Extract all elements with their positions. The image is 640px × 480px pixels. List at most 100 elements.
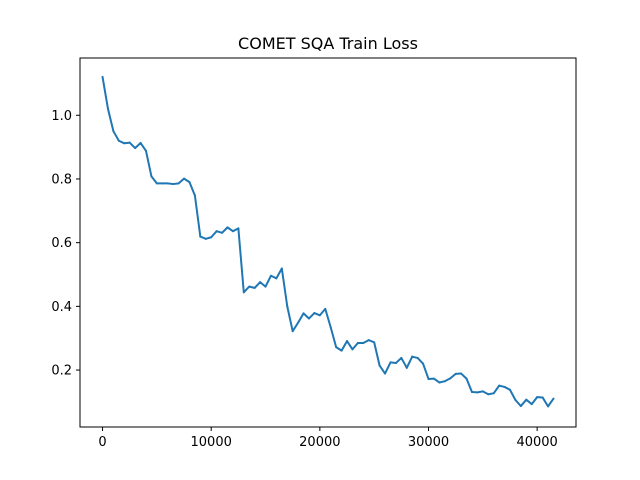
data-point	[503, 385, 506, 388]
data-point	[525, 398, 528, 401]
chart-title: COMET SQA Train Loss	[238, 34, 418, 53]
x-tick-label: 10000	[191, 435, 232, 450]
data-point	[541, 396, 544, 399]
data-point	[123, 142, 126, 145]
data-point	[269, 274, 272, 277]
data-point	[340, 349, 343, 352]
x-tick-label: 20000	[299, 435, 340, 450]
y-tick-label: 0.2	[51, 364, 72, 379]
data-point	[422, 362, 425, 365]
data-point	[394, 362, 397, 365]
data-point	[492, 392, 495, 395]
data-point	[346, 340, 349, 343]
data-point	[400, 356, 403, 359]
data-point	[106, 107, 109, 110]
y-tick-label: 0.6	[51, 236, 72, 251]
data-point	[297, 321, 300, 324]
data-point	[324, 307, 327, 310]
data-point	[547, 405, 550, 408]
data-point	[183, 177, 186, 180]
data-point	[454, 372, 457, 375]
data-point	[416, 356, 419, 359]
data-point	[253, 286, 256, 289]
data-point	[150, 175, 153, 178]
data-point	[145, 149, 148, 152]
data-point	[280, 267, 283, 270]
data-point	[275, 277, 278, 280]
data-point	[443, 380, 446, 383]
x-tick-label: 40000	[516, 435, 557, 450]
data-point	[536, 396, 539, 399]
data-point	[552, 397, 555, 400]
data-point	[161, 182, 164, 185]
data-point	[117, 139, 120, 142]
data-point	[432, 377, 435, 380]
data-point	[221, 231, 224, 234]
data-point	[177, 182, 180, 185]
data-point	[286, 305, 289, 308]
data-point	[302, 312, 305, 315]
x-axis: 0 10000 20000 30000 40000	[98, 427, 558, 450]
data-point	[367, 339, 370, 342]
data-point	[438, 381, 441, 384]
data-point	[172, 183, 175, 186]
data-point	[313, 312, 316, 315]
data-point	[378, 364, 381, 367]
data-point	[155, 182, 158, 185]
y-axis: 0.2 0.4 0.6 0.8 1.0	[51, 109, 80, 379]
data-point	[210, 236, 213, 239]
y-tick-label: 0.4	[51, 300, 72, 315]
data-point	[351, 348, 354, 351]
data-point	[134, 147, 137, 150]
y-tick-label: 1.0	[51, 109, 72, 124]
data-point	[465, 377, 468, 380]
data-point	[112, 130, 115, 133]
data-point	[193, 194, 196, 197]
data-point	[307, 317, 310, 320]
data-point	[411, 355, 414, 358]
data-point	[242, 291, 245, 294]
data-point	[318, 314, 321, 317]
data-point	[248, 285, 251, 288]
data-point	[101, 76, 104, 79]
data-point	[215, 230, 218, 233]
data-point	[128, 141, 131, 144]
data-point	[476, 391, 479, 394]
data-point	[449, 377, 452, 380]
data-point	[498, 384, 501, 387]
data-point	[514, 398, 517, 401]
data-point	[362, 341, 365, 344]
data-point	[231, 230, 234, 233]
data-point	[237, 227, 240, 230]
data-point	[405, 366, 408, 369]
data-point	[335, 346, 338, 349]
data-point	[356, 341, 359, 344]
y-tick-label: 0.8	[51, 172, 72, 187]
data-point	[460, 372, 463, 375]
data-point	[508, 388, 511, 391]
data-point	[188, 181, 191, 184]
data-point	[204, 237, 207, 240]
data-point	[389, 361, 392, 364]
plot-area-frame	[79, 57, 577, 428]
data-point	[226, 226, 229, 229]
data-point	[487, 393, 490, 396]
data-point	[264, 285, 267, 288]
data-point	[481, 390, 484, 393]
data-point	[470, 391, 473, 394]
x-tick-label: 0	[98, 435, 106, 450]
data-point	[166, 182, 169, 185]
data-point	[199, 235, 202, 238]
data-point	[384, 372, 387, 375]
data-point	[519, 405, 522, 408]
data-point	[427, 377, 430, 380]
data-point	[329, 326, 332, 329]
data-point	[291, 330, 294, 333]
data-point	[530, 403, 533, 406]
x-tick-label: 30000	[408, 435, 449, 450]
data-point	[373, 341, 376, 344]
data-point	[259, 281, 262, 284]
data-point	[139, 141, 142, 144]
